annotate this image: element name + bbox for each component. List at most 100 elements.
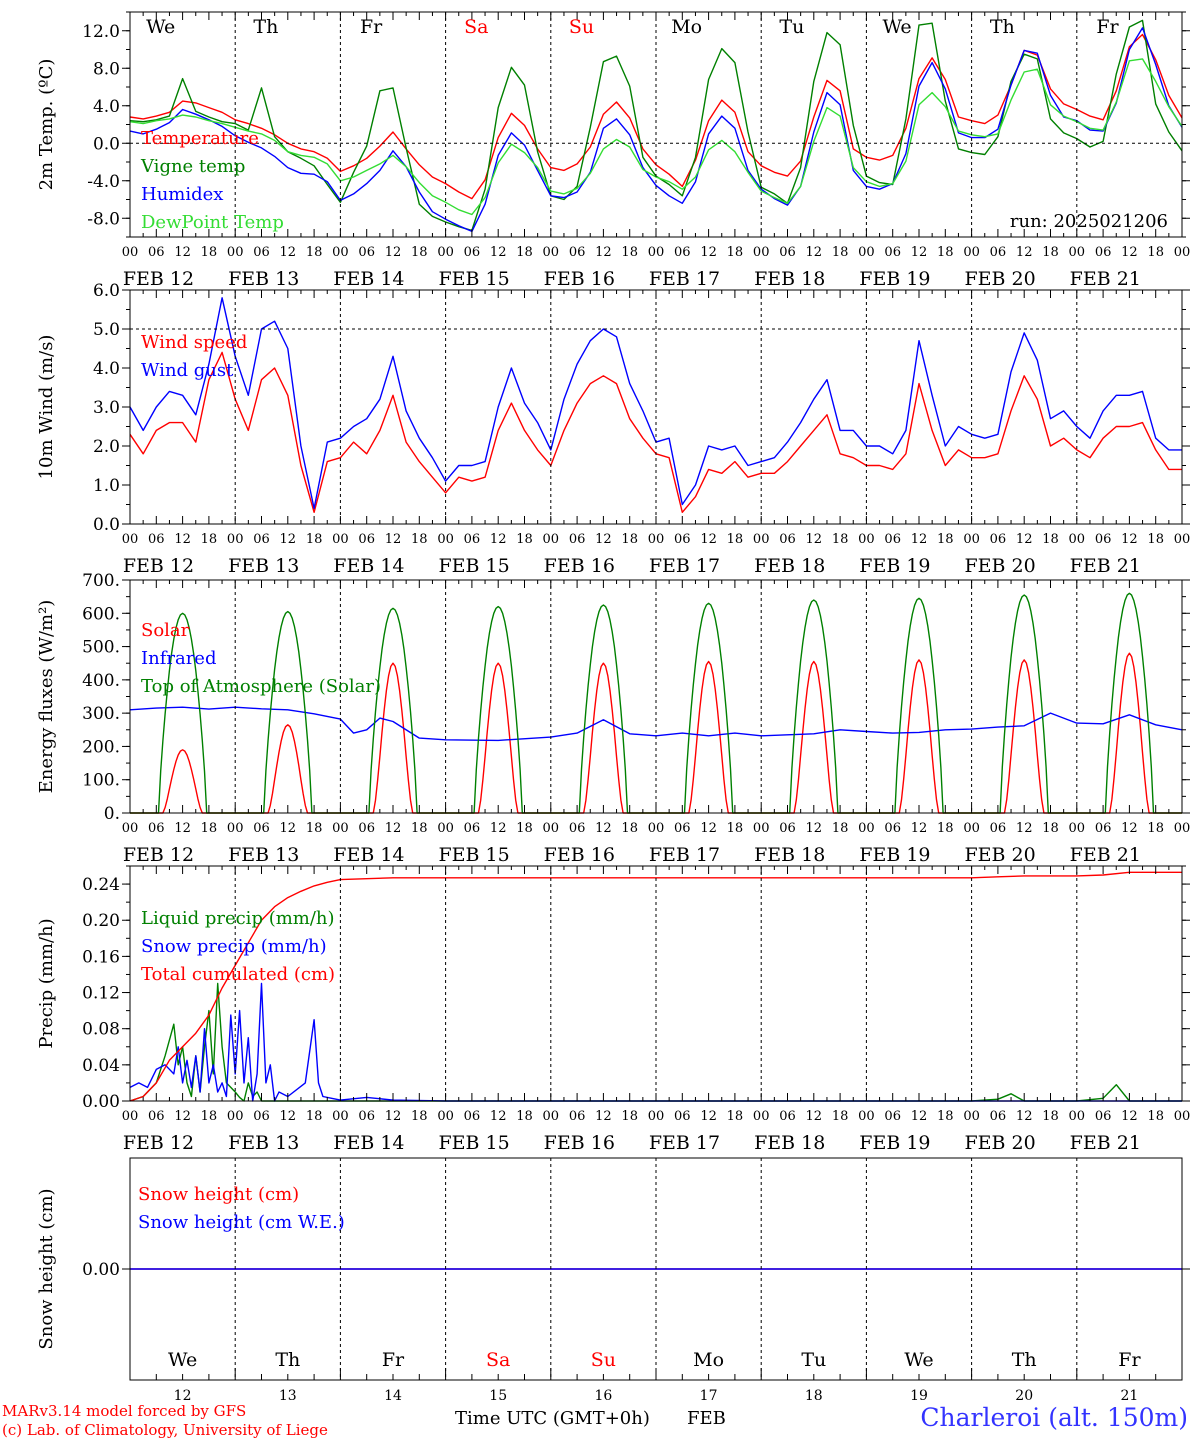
hour-tick-label: 06 bbox=[779, 1109, 796, 1124]
energy-legend: Solar Infrared Top of Atmosphere (Solar) bbox=[141, 620, 381, 697]
hour-tick-label: 18 bbox=[1147, 1109, 1164, 1124]
date-label: FEB 15 bbox=[438, 1132, 509, 1154]
date-label: FEB 19 bbox=[859, 555, 930, 577]
hour-tick-label: 18 bbox=[1147, 532, 1164, 547]
hour-tick-label: 18 bbox=[411, 821, 428, 836]
y-tick-label: 0.12 bbox=[82, 984, 120, 1004]
y-tick-label: 400. bbox=[82, 671, 120, 691]
hour-tick-label: 06 bbox=[464, 532, 481, 547]
y-tick-label: 200. bbox=[82, 737, 120, 757]
weekday-label: Th bbox=[990, 16, 1015, 38]
wind-legend: Wind speed Wind gust bbox=[141, 332, 247, 381]
hour-tick-label: 06 bbox=[779, 821, 796, 836]
weekday-label: Sa bbox=[464, 16, 488, 38]
date-label: FEB 17 bbox=[649, 555, 720, 577]
date-label: FEB 14 bbox=[333, 844, 404, 866]
hour-tick-label: 00 bbox=[753, 532, 770, 547]
hour-tick-label: 12 bbox=[806, 1109, 823, 1124]
hour-tick-label: 00 bbox=[543, 532, 560, 547]
date-label: FEB 17 bbox=[649, 844, 720, 866]
hour-tick-label: 12 bbox=[280, 821, 297, 836]
temperature-panel: 12.0 8.0 4.0 0.0 -4.0 -8.0 00 06 12 18 FEB 12 00 06 1… bbox=[36, 11, 1190, 290]
hour-tick-label: 12 bbox=[595, 1109, 612, 1124]
hour-tick-label: 12 bbox=[911, 532, 928, 547]
hour-tick-label: 18 bbox=[306, 245, 323, 260]
hour-tick-label: 00 bbox=[858, 821, 875, 836]
date-label: FEB 17 bbox=[649, 1132, 720, 1154]
legend-wind-speed: Wind speed bbox=[141, 332, 247, 353]
hour-tick-label: 18 bbox=[937, 821, 954, 836]
day-number-label: 19 bbox=[910, 1388, 928, 1404]
hour-tick-label: 18 bbox=[306, 821, 323, 836]
hour-tick-label: 06 bbox=[148, 821, 165, 836]
date-label: FEB 15 bbox=[438, 844, 509, 866]
hour-tick-label: 12 bbox=[1016, 821, 1033, 836]
weekday-label: Fr bbox=[1118, 1349, 1141, 1371]
hour-tick-label: 12 bbox=[385, 245, 402, 260]
hour-tick-label: 06 bbox=[358, 1109, 375, 1124]
date-label: FEB 20 bbox=[964, 844, 1035, 866]
hour-tick-label: 00 bbox=[332, 1109, 349, 1124]
hour-tick-label: 18 bbox=[306, 532, 323, 547]
hour-tick-label: 00 bbox=[648, 245, 665, 260]
hour-tick-label: 12 bbox=[280, 532, 297, 547]
hour-tick-label: 12 bbox=[911, 1109, 928, 1124]
date-label: FEB 13 bbox=[228, 844, 299, 866]
hour-tick-label: 00 bbox=[648, 532, 665, 547]
hour-tick-label: 12 bbox=[174, 245, 191, 260]
hour-tick-label: 06 bbox=[674, 1109, 691, 1124]
date-label: FEB 12 bbox=[123, 844, 194, 866]
date-label: FEB 16 bbox=[544, 268, 615, 290]
hour-tick-label: 00 bbox=[543, 821, 560, 836]
hour-tick-label: 00 bbox=[858, 1109, 875, 1124]
y-tick-label: 0.24 bbox=[82, 875, 120, 895]
weekday-label: Th bbox=[253, 16, 278, 38]
hour-tick-label: 18 bbox=[621, 245, 638, 260]
hour-tick-label: 06 bbox=[464, 821, 481, 836]
hour-tick-label: 18 bbox=[411, 532, 428, 547]
date-label: FEB 12 bbox=[123, 555, 194, 577]
y-tick-label: 0. bbox=[104, 804, 120, 824]
legend-liquid-precip: Liquid precip (mm/h) bbox=[141, 908, 335, 929]
hour-tick-label: 12 bbox=[490, 532, 507, 547]
hour-tick-label: 12 bbox=[806, 532, 823, 547]
hour-tick-label: 12 bbox=[806, 245, 823, 260]
hour-tick-label: 18 bbox=[621, 532, 638, 547]
legend-snow-height: Snow height (cm) bbox=[138, 1184, 299, 1205]
temperature-ylabel: 2m Temp. (ºC) bbox=[36, 59, 57, 191]
legend-snow-precip: Snow precip (mm/h) bbox=[141, 936, 327, 957]
hour-tick-label: 12 bbox=[385, 532, 402, 547]
time-axis-title: Time UTC (GMT+0h) bbox=[455, 1408, 650, 1429]
hour-tick-label: 18 bbox=[937, 1109, 954, 1124]
temperature-plot-frame bbox=[129, 11, 1183, 238]
footer: MARv3.14 model forced by GFS (c) Lab. of… bbox=[2, 1402, 1188, 1439]
day-number-label: 14 bbox=[384, 1388, 402, 1404]
hour-tick-label: 12 bbox=[280, 245, 297, 260]
hour-tick-label: 00 bbox=[858, 245, 875, 260]
date-label: FEB 18 bbox=[754, 1132, 825, 1154]
hour-tick-label: 06 bbox=[1095, 1109, 1112, 1124]
energy-axes: 700.600.500.400.300.200.100.0.00 06 12 18FE… bbox=[82, 571, 1190, 866]
hour-tick-label: 06 bbox=[464, 1109, 481, 1124]
series-line-humidex bbox=[129, 27, 1183, 233]
weekday-label: Th bbox=[275, 1349, 300, 1371]
hour-tick-label: 00 bbox=[1069, 532, 1086, 547]
legend-snow-height-we: Snow height (cm W.E.) bbox=[138, 1212, 345, 1233]
date-label: FEB 14 bbox=[333, 555, 404, 577]
y-tick-label: 600. bbox=[82, 604, 120, 624]
weekday-label: We bbox=[146, 16, 175, 38]
hour-tick-label: 18 bbox=[1042, 1109, 1059, 1124]
hour-tick-label: 18 bbox=[937, 245, 954, 260]
day-number-label: 13 bbox=[279, 1388, 297, 1404]
hour-tick-label: 06 bbox=[674, 245, 691, 260]
hour-tick-label: 00 bbox=[227, 245, 244, 260]
hour-tick-label: 18 bbox=[621, 1109, 638, 1124]
temperature-axes: 12.0 8.0 4.0 0.0 -4.0 -8.0 00 06 12 18 FEB 12 00 06 1… bbox=[82, 11, 1190, 290]
hour-tick-label: 00 bbox=[543, 1109, 560, 1124]
day-number-label: 18 bbox=[805, 1388, 823, 1404]
y-tick-label: 100. bbox=[82, 771, 120, 791]
hour-tick-label: 06 bbox=[358, 532, 375, 547]
hour-tick-label: 06 bbox=[253, 532, 270, 547]
